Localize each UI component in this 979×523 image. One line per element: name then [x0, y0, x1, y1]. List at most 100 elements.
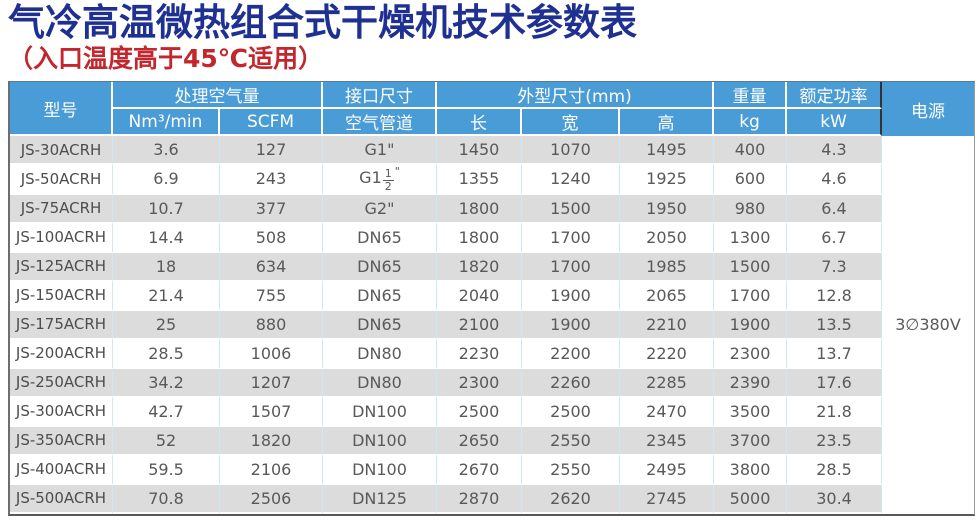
table-row: JS-125ACRH 18 634 DN65 1820 1700 1985 1500 7.3 — [10, 252, 974, 282]
cell-nm3: 59.5 — [113, 455, 220, 485]
header-length: 长 — [437, 109, 522, 136]
cell-weight: 980 — [714, 194, 788, 224]
spec-table-header: 型号 处理空气量 接口尺寸 外型尺寸(mm) 重量 额定功率 电源 Nm³/mi… — [10, 82, 975, 136]
cell-power: 7.3 — [787, 252, 883, 282]
cell-weight: 2390 — [714, 368, 788, 398]
cell-width: 2620 — [522, 484, 620, 514]
cell-weight: 600 — [714, 165, 788, 195]
cell-width: 2500 — [522, 397, 620, 427]
cell-model: JS-50ACRH — [10, 165, 113, 195]
cell-nm3: 14.4 — [113, 223, 220, 253]
cell-power: 13.7 — [787, 339, 883, 369]
cell-pipe: DN65 — [323, 223, 437, 253]
cell-model: JS-400ACRH — [10, 455, 113, 485]
cell-width: 1700 — [522, 223, 620, 253]
cell-scfm: 243 — [220, 165, 323, 195]
cell-model: JS-350ACRH — [10, 426, 113, 456]
cell-height: 2495 — [620, 455, 715, 485]
table-row: JS-500ACRH 70.8 2506 DN125 2870 2620 2745 5000 3… — [10, 484, 974, 514]
cell-nm3: 10.7 — [113, 194, 220, 224]
cell-weight: 5000 — [714, 484, 788, 514]
cell-nm3: 42.7 — [113, 397, 220, 427]
cell-model: JS-75ACRH — [10, 194, 113, 224]
cell-scfm: 755 — [220, 281, 323, 311]
cell-width: 1500 — [522, 194, 620, 224]
cell-nm3: 70.8 — [113, 484, 220, 514]
cell-power: 28.5 — [787, 455, 883, 485]
cell-pipe: DN100 — [323, 426, 437, 456]
cell-model: JS-150ACRH — [10, 281, 113, 311]
cell-pipe: DN100 — [323, 397, 437, 427]
cell-pipe: G1" — [323, 136, 437, 165]
cell-scfm: 2506 — [220, 484, 323, 514]
cell-model: JS-100ACRH — [10, 223, 113, 253]
cell-height: 1495 — [620, 136, 715, 165]
cell-power: 4.6 — [787, 165, 883, 195]
cell-power: 17.6 — [787, 368, 883, 398]
header-unit-kg: kg — [714, 109, 788, 136]
cell-power: 6.7 — [787, 223, 883, 253]
cell-scfm: 1006 — [220, 339, 323, 369]
header-power-supply: 电源 — [882, 82, 975, 136]
cell-model: JS-30ACRH — [10, 136, 113, 165]
cell-length: 2500 — [437, 397, 522, 427]
cell-length: 1800 — [437, 223, 522, 253]
cell-width: 1700 — [522, 252, 620, 282]
cell-model: JS-300ACRH — [10, 397, 113, 427]
cell-weight: 3800 — [714, 455, 788, 485]
cell-width: 1900 — [522, 310, 620, 340]
table-row: JS-200ACRH 28.5 1006 DN80 2230 2200 2220 2300 13… — [10, 339, 974, 369]
table-row: JS-300ACRH 42.7 1507 DN100 2500 2500 2470 3500 2… — [10, 397, 974, 427]
cell-weight: 1700 — [714, 281, 788, 311]
cell-weight: 2300 — [714, 339, 788, 369]
cell-model: JS-200ACRH — [10, 339, 113, 369]
cell-pipe: DN65 — [323, 310, 437, 340]
header-width: 宽 — [522, 109, 620, 136]
cell-pipe: DN80 — [323, 339, 437, 369]
cell-model: JS-175ACRH — [10, 310, 113, 340]
cell-scfm: 880 — [220, 310, 323, 340]
header-air-volume: 处理空气量 — [113, 82, 323, 109]
spec-table-body: JS-30ACRH 3.6 127 G1" 1450 1070 1495 400 4.3 3∅38… — [10, 136, 975, 514]
cell-nm3: 3.6 — [113, 136, 220, 165]
cell-length: 2650 — [437, 426, 522, 456]
table-row: JS-100ACRH 14.4 508 DN65 1800 1700 2050 1300 6.7 — [10, 223, 974, 253]
cell-height: 2745 — [620, 484, 715, 514]
cell-pipe: DN125 — [323, 484, 437, 514]
cell-scfm: 508 — [220, 223, 323, 253]
table-row: JS-150ACRH 21.4 755 DN65 2040 1900 2065 1700 12.… — [10, 281, 974, 311]
page-subtitle: （入口温度高于45℃适用） — [8, 44, 324, 73]
cell-weight: 1300 — [714, 223, 788, 253]
cell-length: 1800 — [437, 194, 522, 224]
cell-nm3: 18 — [113, 252, 220, 282]
cell-weight: 3500 — [714, 397, 788, 427]
cell-nm3: 6.9 — [113, 165, 220, 195]
cell-height: 2065 — [620, 281, 715, 311]
cell-pipe: G2" — [323, 194, 437, 224]
cell-width: 1900 — [522, 281, 620, 311]
cell-width: 2260 — [522, 368, 620, 398]
cell-model: JS-125ACRH — [10, 252, 113, 282]
cell-length: 2670 — [437, 455, 522, 485]
cell-nm3: 52 — [113, 426, 220, 456]
cell-scfm: 1820 — [220, 426, 323, 456]
cell-length: 1355 — [437, 165, 522, 195]
cell-height: 2470 — [620, 397, 715, 427]
cell-pipe: DN100 — [323, 455, 437, 485]
cell-scfm: 1207 — [220, 368, 323, 398]
header-row-2: Nm³/min SCFM 空气管道 长 宽 高 kg kW — [10, 109, 974, 136]
cell-power: 21.8 — [787, 397, 883, 427]
cell-pipe: DN65 — [323, 281, 437, 311]
cell-length: 2230 — [437, 339, 522, 369]
cell-pipe: DN65 — [323, 252, 437, 282]
cell-height: 2345 — [620, 426, 715, 456]
cell-length: 1820 — [437, 252, 522, 282]
cell-width: 1240 — [522, 165, 620, 195]
cell-nm3: 28.5 — [113, 339, 220, 369]
table-row: JS-400ACRH 59.5 2106 DN100 2670 2550 2495 3800 2… — [10, 455, 974, 485]
header-weight: 重量 — [714, 82, 788, 109]
cell-pipe: DN80 — [323, 368, 437, 398]
header-air-pipe: 空气管道 — [323, 109, 437, 136]
cell-power: 6.4 — [787, 194, 883, 224]
